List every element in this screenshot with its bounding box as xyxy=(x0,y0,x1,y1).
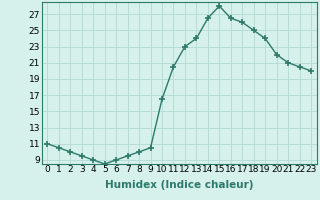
X-axis label: Humidex (Indice chaleur): Humidex (Indice chaleur) xyxy=(105,180,253,190)
